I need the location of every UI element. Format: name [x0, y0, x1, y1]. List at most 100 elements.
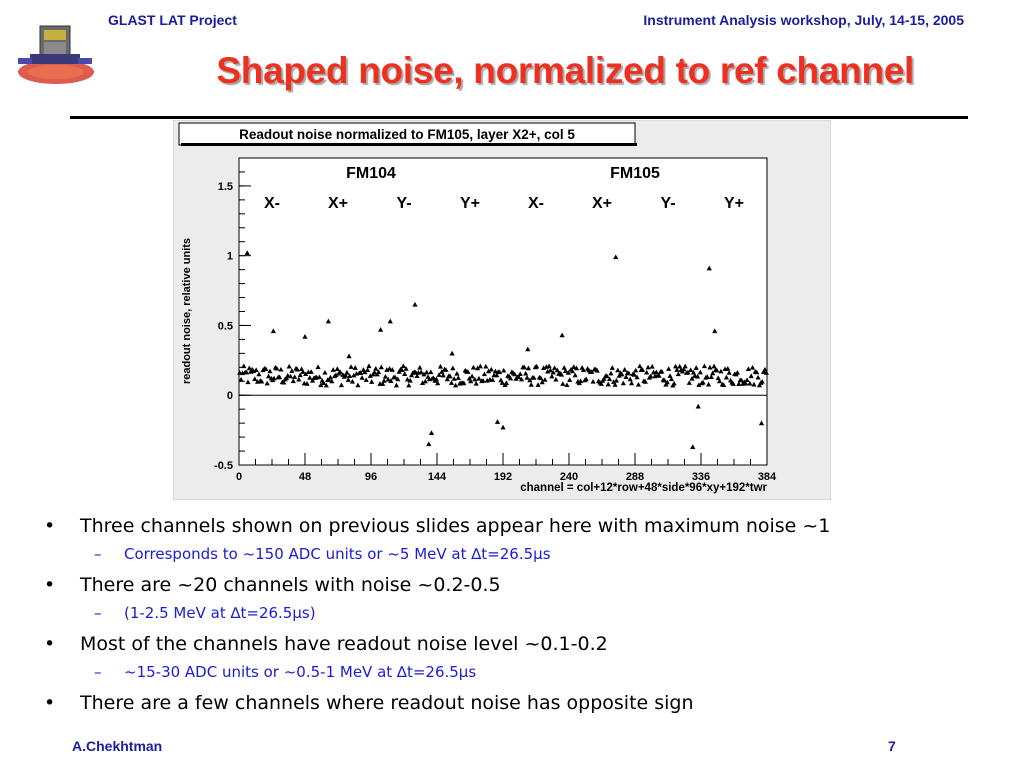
header-workshop: Instrument Analysis workshop, July, 14-1… [643, 12, 964, 28]
baseline-point [349, 378, 356, 384]
outlier-point [690, 444, 696, 449]
baseline-point [294, 366, 301, 372]
section-label: Y- [660, 195, 675, 212]
baseline-point [705, 381, 712, 387]
baseline-point [404, 376, 411, 382]
baseline-point [496, 369, 503, 375]
baseline-point [414, 373, 420, 379]
baseline-point [259, 378, 265, 384]
sub-bullet-3-text: ~15-30 ADC units or ~0.5-1 MeV at ∆t=26.… [124, 663, 477, 681]
baseline-point [542, 377, 548, 382]
baseline-point [418, 369, 424, 375]
baseline-point [573, 365, 580, 371]
bullet-3-text: Most of the channels have readout noise … [80, 633, 608, 655]
baseline-point [246, 365, 252, 371]
baseline-point [622, 367, 628, 372]
baseline-point [274, 365, 280, 371]
outlier-point [758, 420, 765, 426]
baseline-point [238, 376, 244, 382]
section-label: Y+ [724, 195, 744, 212]
bullet-1-text: Three channels shown on previous slides … [80, 515, 831, 537]
baseline-point [451, 376, 457, 381]
baseline-point [694, 373, 701, 379]
baseline-point [562, 368, 569, 373]
baseline-point [245, 379, 251, 385]
bullet-list: • Three channels shown on previous slides… [40, 510, 980, 716]
baseline-point [590, 378, 596, 384]
outlier-point [346, 353, 352, 359]
x-tick-label: 0 [236, 471, 242, 483]
baseline-point [348, 364, 354, 369]
baseline-point [469, 373, 475, 379]
sub-bullet-1: – Corresponds to ~150 ADC units or ~5 MeV… [94, 545, 551, 563]
baseline-point [721, 382, 727, 388]
baseline-point [433, 376, 439, 382]
outlier-point [426, 441, 432, 447]
x-tick-label: 48 [299, 471, 311, 483]
baseline-point [381, 378, 387, 383]
baseline-point [763, 370, 769, 375]
baseline-point [373, 366, 379, 371]
baseline-point [440, 372, 446, 378]
baseline-point [620, 380, 626, 386]
baseline-point [707, 364, 713, 370]
baseline-point [378, 364, 384, 370]
baseline-point [461, 380, 467, 386]
baseline-point [633, 367, 639, 373]
baseline-point [374, 371, 380, 377]
baseline-point [323, 382, 329, 388]
y-tick-label: -0.5 [214, 460, 233, 472]
baseline-point [253, 367, 259, 373]
baseline-point [355, 382, 361, 388]
baseline-point [444, 376, 450, 382]
baseline-point [550, 369, 556, 375]
baseline-point [380, 381, 386, 386]
baseline-point [688, 367, 694, 373]
baseline-point [710, 370, 716, 376]
baseline-point [545, 368, 551, 374]
baseline-point [743, 380, 749, 386]
baseline-point [681, 366, 687, 372]
baseline-point [608, 370, 614, 376]
baseline-point [419, 380, 426, 385]
baseline-point [538, 375, 544, 381]
baseline-point [369, 379, 375, 384]
baseline-point [271, 375, 277, 381]
baseline-point [524, 375, 530, 380]
baseline-point [730, 381, 736, 386]
baseline-point [549, 373, 555, 379]
baseline-point [439, 369, 445, 374]
baseline-point [435, 380, 441, 386]
baseline-point [351, 372, 357, 378]
baseline-point [454, 370, 460, 376]
baseline-point [278, 366, 284, 372]
baseline-point [330, 367, 336, 372]
baseline-point [501, 367, 507, 373]
baseline-point [701, 363, 708, 369]
baseline-point [539, 379, 545, 385]
baseline-point [320, 380, 327, 385]
baseline-point [455, 375, 461, 380]
baseline-point [696, 382, 702, 387]
baseline-point [672, 363, 679, 369]
section-label: Y- [396, 195, 411, 212]
section-labels: FM104 FM105 X- X+ Y- Y+ X- X+ Y- Y+ [264, 165, 744, 212]
baseline-point [534, 363, 540, 369]
baseline-point [674, 367, 680, 372]
baseline-point [689, 375, 695, 381]
baseline-point [243, 369, 250, 375]
baseline-point [666, 366, 672, 371]
baseline-point [756, 382, 763, 388]
baseline-point [668, 376, 675, 382]
baseline-point [671, 380, 677, 386]
y-axis-label: readout noise, relative units [181, 238, 193, 384]
sub-bullet-1-text: Corresponds to ~150 ADC units or ~5 MeV … [124, 545, 551, 563]
baseline-point [708, 374, 714, 379]
bullet-4: • There are a few channels where readout … [44, 692, 694, 714]
baseline-point [616, 373, 622, 378]
baseline-point [612, 382, 618, 387]
baseline-point [417, 364, 423, 370]
baseline-point [754, 369, 760, 375]
baseline-point [711, 363, 717, 369]
baseline-point [292, 374, 298, 380]
